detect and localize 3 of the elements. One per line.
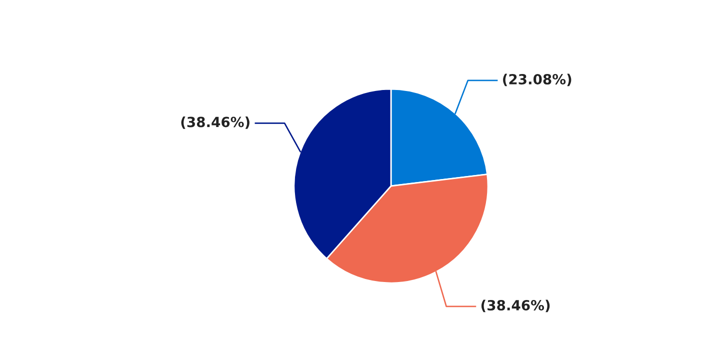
data-label: (38.46%) bbox=[481, 300, 550, 312]
data-label: (23.08%) bbox=[503, 74, 572, 86]
data-label: (38.46%) bbox=[181, 116, 250, 129]
